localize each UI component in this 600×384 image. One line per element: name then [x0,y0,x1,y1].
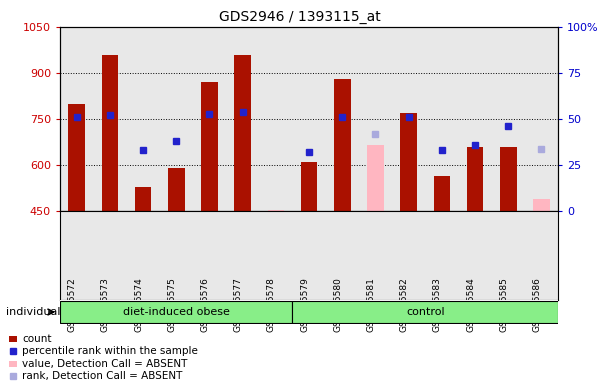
Bar [433,176,450,211]
Bar [9,336,17,342]
Bar [367,145,384,211]
Bar [235,55,251,211]
Bar [68,104,85,211]
Bar [101,55,118,211]
Bar [168,168,185,211]
Bar [533,199,550,211]
Text: percentile rank within the sample: percentile rank within the sample [23,346,199,356]
Bar [400,113,417,211]
Text: individual: individual [6,307,61,317]
Text: count: count [23,334,52,344]
Bar [201,82,218,211]
Bar [292,301,558,323]
Bar [334,79,350,211]
Text: diet-induced obese: diet-induced obese [123,307,230,317]
Bar [301,162,317,211]
Text: control: control [406,307,445,317]
Bar [268,210,284,211]
Text: GDS2946 / 1393115_at: GDS2946 / 1393115_at [219,10,381,23]
Text: value, Detection Call = ABSENT: value, Detection Call = ABSENT [23,359,188,369]
Bar [9,361,17,367]
Bar [500,147,517,211]
Bar [60,301,292,323]
Bar [134,187,151,211]
Bar [467,147,484,211]
Text: rank, Detection Call = ABSENT: rank, Detection Call = ABSENT [23,371,183,381]
